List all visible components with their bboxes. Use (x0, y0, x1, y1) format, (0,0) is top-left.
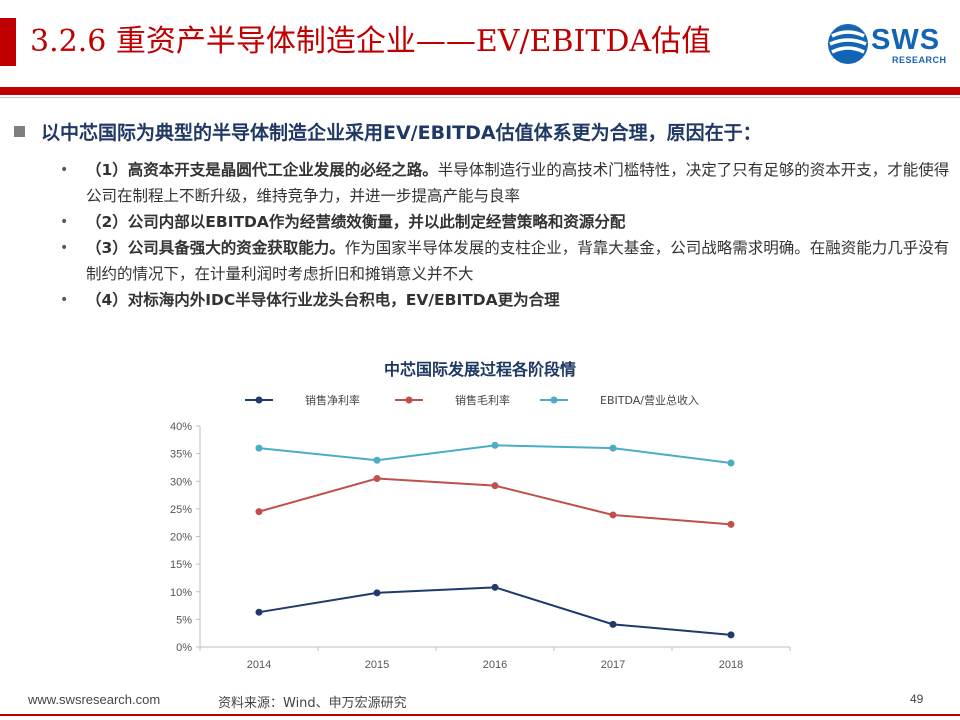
point-lead: （4）对标海内外IDC半导体行业龙头台积电，EV/EBITDA更为合理 (86, 291, 560, 309)
data-point (491, 583, 499, 591)
x-tick-label: 2018 (719, 659, 743, 671)
legend-marker (255, 396, 263, 404)
data-point (609, 444, 617, 452)
footer-source: 资料来源：Wind、申万宏源研究 (218, 696, 407, 711)
list-item: （3）公司具备强大的资金获取能力。作为国家半导体发展的支柱企业，背靠大基金，公司… (60, 235, 950, 287)
logo-subtitle: RESEARCH (892, 55, 947, 65)
y-tick-label: 35% (170, 449, 192, 461)
chart-title: 中芯国际发展过程各阶段情 (384, 360, 576, 379)
y-tick-label: 25% (170, 504, 192, 516)
header-rule (0, 87, 960, 95)
footer-rule (0, 714, 960, 716)
main-point-text: 以中芯国际为典型的半导体制造企业采用EV/EBITDA估值体系更为合理，原因在于… (41, 122, 762, 144)
y-tick-label: 0% (176, 642, 192, 654)
sws-globe-icon (828, 24, 868, 64)
legend-label: EBITDA/营业总收入 (600, 393, 699, 407)
point-text: 作为国家半导体发展的支柱企业，背靠大基金，公司战略需求明确。在融资能力几乎没有制… (86, 239, 950, 283)
main-point: 以中芯国际为典型的半导体制造企业采用EV/EBITDA估值体系更为合理，原因在于… (14, 118, 944, 145)
legend-marker (550, 396, 558, 404)
y-tick-label: 40% (170, 421, 192, 433)
header-thin-rule (0, 97, 960, 98)
x-tick-label: 2014 (247, 659, 271, 671)
y-tick-label: 10% (170, 587, 192, 599)
page-title: 3.2.6 重资产半导体制造企业——EV/EBITDA估值 (30, 24, 712, 59)
point-lead: （1）高资本开支是晶圆代工企业发展的必经之路。 (86, 161, 438, 179)
data-point (491, 482, 499, 490)
y-tick-label: 5% (176, 614, 192, 626)
x-tick-label: 2015 (365, 659, 389, 671)
footer-website[interactable]: www.swsresearch.com (28, 692, 161, 707)
title-accent-bar (0, 18, 16, 66)
y-tick-label: 15% (170, 559, 192, 571)
chart-plot-area (255, 441, 735, 639)
data-point (491, 441, 499, 449)
square-bullet-icon (14, 126, 25, 137)
data-point (255, 608, 263, 616)
x-tick-label: 2017 (601, 659, 625, 671)
series-line (258, 586, 732, 636)
reason-list: （1）高资本开支是晶圆代工企业发展的必经之路。半导体制造行业的高技术门槛特性，决… (60, 157, 950, 313)
chart-axes: 0% 5% 10% 15% 20% 25% 30% 35% 40% 2014 2015 2016 201… (170, 421, 791, 671)
legend-marker (405, 396, 413, 404)
sws-logo: SWS RESEARCH (826, 22, 947, 70)
logo-wordmark: SWS (871, 24, 941, 56)
x-tick-label: 2016 (483, 659, 507, 671)
data-point (727, 459, 735, 467)
data-point (373, 474, 381, 482)
data-point (255, 508, 263, 516)
data-point (727, 631, 735, 639)
data-point (727, 520, 735, 528)
legend-label: 销售净利率 (305, 393, 360, 407)
list-item: （1）高资本开支是晶圆代工企业发展的必经之路。半导体制造行业的高技术门槛特性，决… (60, 157, 950, 209)
point-text: 半导体制造行业的高技术门槛特性，决定了只有足够的资本开支，才能使得公司在制程上不… (86, 161, 950, 205)
data-point (609, 620, 617, 628)
list-item: （4）对标海内外IDC半导体行业龙头台积电，EV/EBITDA更为合理 (60, 287, 950, 313)
data-point (373, 589, 381, 597)
point-lead: （2）公司内部以EBITDA作为经营绩效衡量，并以此制定经营策略和资源分配 (86, 213, 626, 231)
legend-label: 销售毛利率 (455, 393, 510, 407)
point-lead: （3）公司具备强大的资金获取能力。 (86, 239, 345, 257)
line-chart: 中芯国际发展过程各阶段情 销售净利率 销售毛利率 EBITDA/营业总收入 0% 5%… (170, 360, 791, 671)
data-point (373, 456, 381, 464)
data-point (609, 511, 617, 519)
list-item: （2）公司内部以EBITDA作为经营绩效衡量，并以此制定经营策略和资源分配 (60, 209, 950, 235)
chart-legend: 销售净利率 销售毛利率 EBITDA/营业总收入 (245, 393, 699, 407)
y-tick-label: 20% (170, 532, 192, 544)
data-point (255, 444, 263, 452)
y-tick-label: 30% (170, 476, 192, 488)
page-number: 49 (910, 692, 924, 706)
